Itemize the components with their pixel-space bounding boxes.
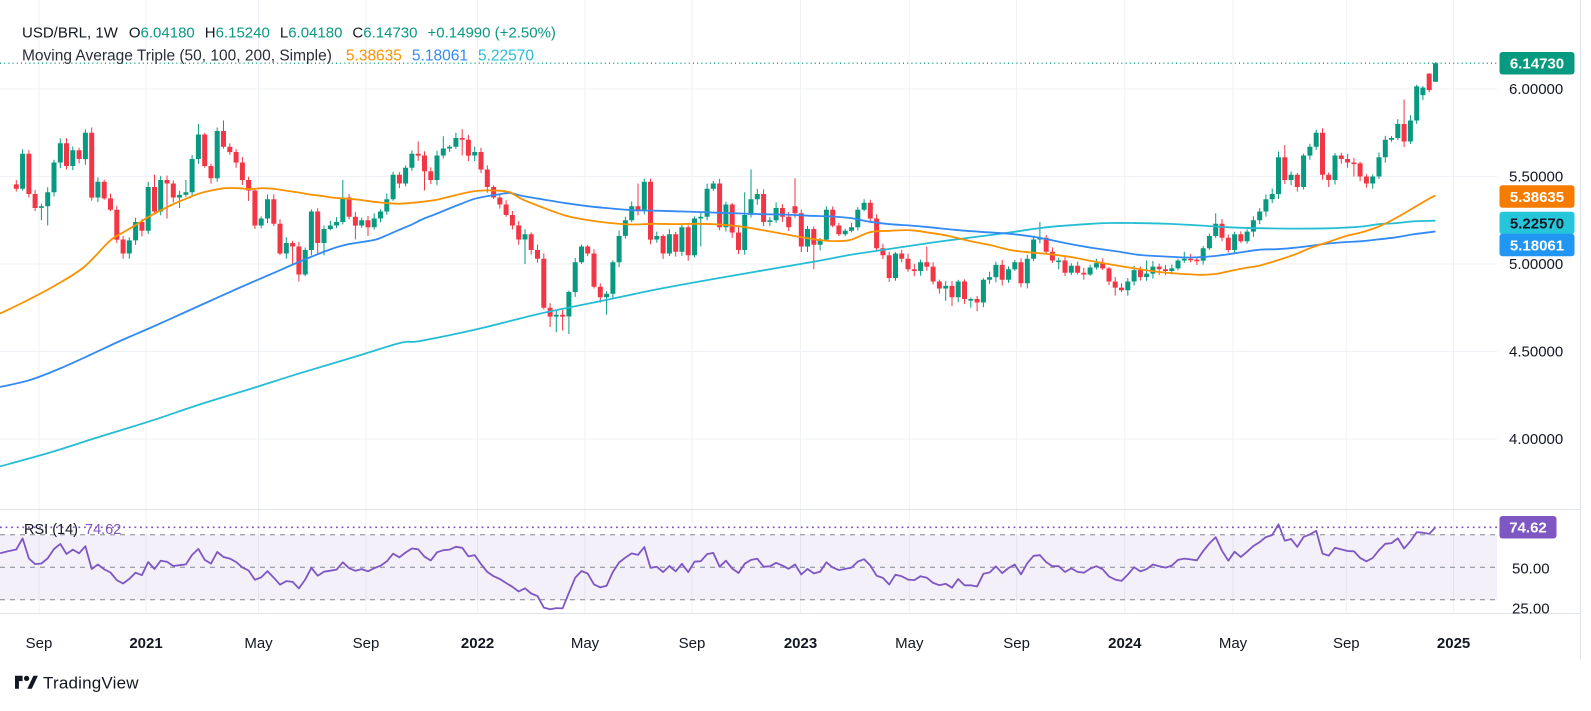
- svg-text:May: May: [244, 635, 273, 652]
- svg-text:50.00: 50.00: [1512, 561, 1550, 578]
- svg-text:2023: 2023: [784, 635, 817, 652]
- svg-text:74.62: 74.62: [1509, 520, 1547, 537]
- svg-text:5.00000: 5.00000: [1509, 256, 1563, 273]
- svg-text:Sep: Sep: [679, 635, 706, 652]
- svg-text:5.50000: 5.50000: [1509, 169, 1563, 186]
- svg-text:6.00000: 6.00000: [1509, 81, 1563, 98]
- svg-text:25.00: 25.00: [1512, 601, 1550, 618]
- svg-text:2024: 2024: [1108, 635, 1142, 652]
- svg-text:6.14730: 6.14730: [1510, 56, 1564, 73]
- svg-text:May: May: [571, 635, 600, 652]
- svg-text:2022: 2022: [461, 635, 494, 652]
- svg-text:Sep: Sep: [353, 635, 380, 652]
- svg-text:4.00000: 4.00000: [1509, 431, 1563, 448]
- svg-text:Sep: Sep: [1003, 635, 1030, 652]
- svg-text:TradingView: TradingView: [43, 674, 139, 693]
- svg-text:Sep: Sep: [26, 635, 53, 652]
- svg-text:5.22570: 5.22570: [1510, 215, 1564, 232]
- svg-text:Sep: Sep: [1333, 635, 1360, 652]
- svg-text:5.38635: 5.38635: [1510, 189, 1564, 206]
- svg-text:RSI (14)74.62: RSI (14) 74.62: [24, 522, 121, 538]
- svg-text:May: May: [895, 635, 924, 652]
- svg-text:May: May: [1219, 635, 1248, 652]
- svg-text:Moving Average Triple (50, 100: Moving Average Triple (50, 100, 200, Sim…: [22, 48, 534, 65]
- svg-text:2021: 2021: [129, 635, 162, 652]
- svg-text:5.18061: 5.18061: [1510, 237, 1564, 254]
- svg-text:4.50000: 4.50000: [1509, 344, 1563, 361]
- svg-text:2025: 2025: [1437, 635, 1470, 652]
